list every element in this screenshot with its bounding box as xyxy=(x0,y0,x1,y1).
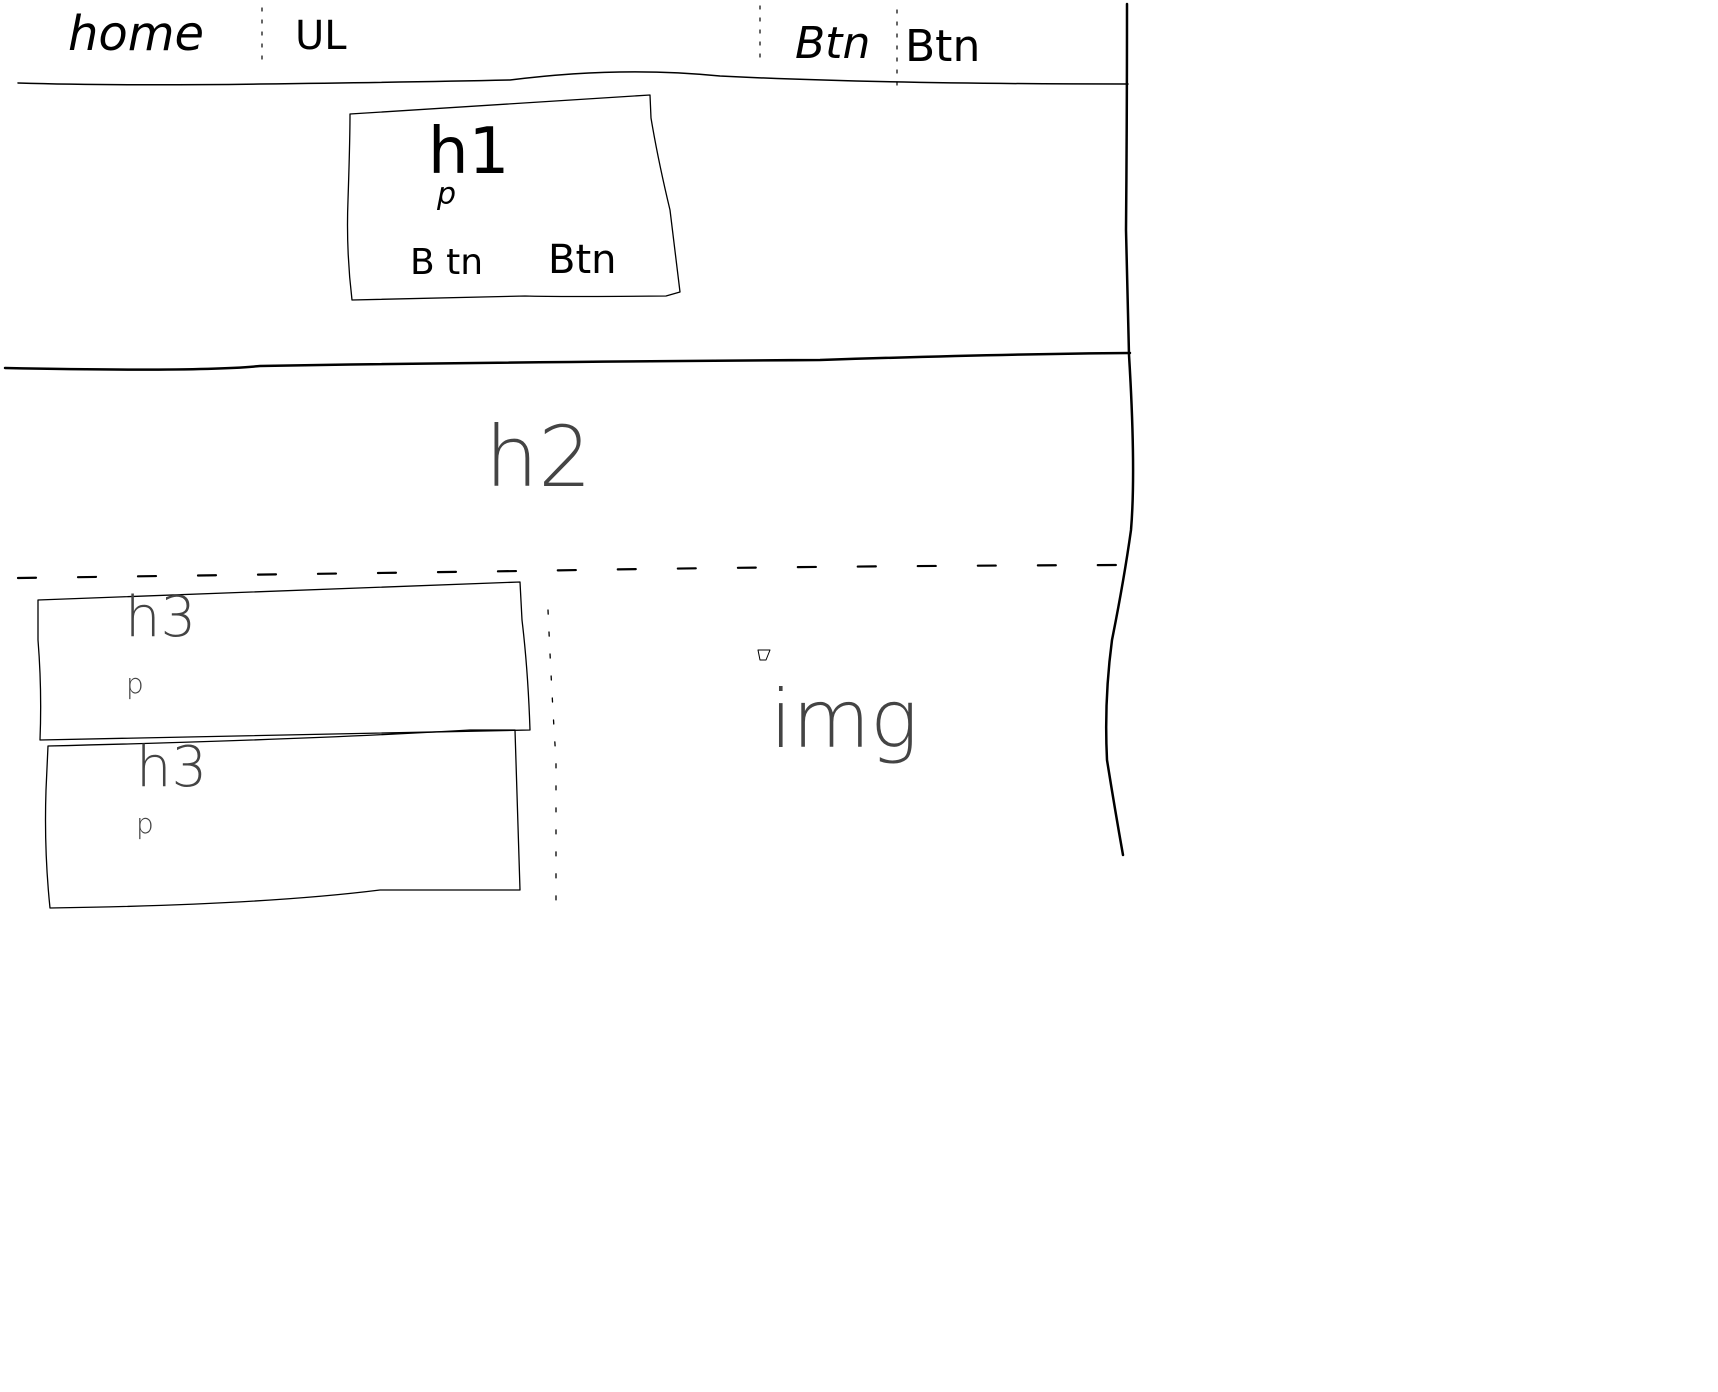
page-right-border xyxy=(1104,2,1135,857)
card-1-paragraph: p xyxy=(126,667,144,700)
nav-button-2[interactable]: Btn xyxy=(905,21,981,72)
hero-divider-line xyxy=(3,351,1132,371)
hero-box xyxy=(346,94,681,301)
cards-image-divider xyxy=(547,609,557,913)
card-1-heading: h3 xyxy=(125,585,197,650)
card-2-paragraph: p xyxy=(136,807,154,840)
section-heading: h2 xyxy=(485,408,592,506)
nav-ul-list[interactable]: UL xyxy=(295,13,347,59)
hero-heading: h1 xyxy=(428,115,510,189)
nav-button-1[interactable]: Btn xyxy=(795,18,871,69)
hero-button-1[interactable]: B tn xyxy=(410,242,484,283)
card-2-box xyxy=(44,729,521,909)
hero-paragraph: p xyxy=(437,177,457,212)
card-1-box xyxy=(37,581,531,741)
nav-divider-line xyxy=(17,71,1129,86)
nav-home-link[interactable]: home xyxy=(68,6,205,62)
card-2-heading: h3 xyxy=(136,735,208,800)
section-dashed-divider xyxy=(16,563,1127,580)
image-placeholder-label: img xyxy=(770,673,919,766)
hero-button-2[interactable]: Btn xyxy=(548,237,617,283)
image-mark xyxy=(757,649,771,661)
